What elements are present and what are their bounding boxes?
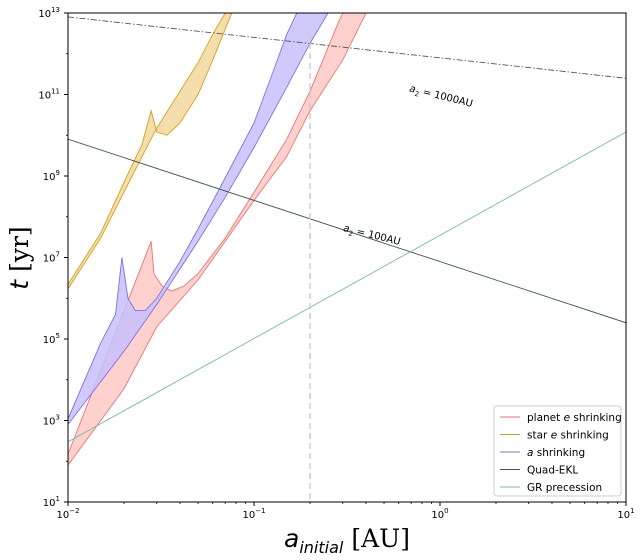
band-0-upper-edge <box>68 13 344 455</box>
x-tick-label-0: 10−2 <box>56 507 79 521</box>
x-tick-label-3-exp: 1 <box>630 507 634 515</box>
x-tick-label-1-base: 10 <box>242 510 255 521</box>
y-tick-label-4: 109 <box>43 169 60 183</box>
line-1 <box>68 131 626 443</box>
bands-layer <box>68 13 367 466</box>
y-axis-label: t [yr] <box>5 226 34 289</box>
y-tick-label-3-base: 10 <box>43 254 56 265</box>
annotation-1-sub: 2 <box>414 90 420 99</box>
band-1-upper-edge <box>68 13 233 285</box>
legend-entry-1-post: shrinking <box>557 430 609 442</box>
y-tick-label-3: 107 <box>43 251 60 265</box>
x-axis-label-italic: a <box>284 524 299 553</box>
x-tick-label-0-base: 10 <box>56 510 69 521</box>
y-tick-label-6: 1013 <box>38 6 60 20</box>
y-axis-label-unit: [yr] <box>5 226 34 272</box>
annotation-0-sub: 2 <box>347 229 353 238</box>
band-2-upper-edge <box>68 13 298 419</box>
x-axis-label-unit: [AU] <box>351 524 410 553</box>
band-0-lower-edge <box>68 13 367 466</box>
y-tick-label-2-exp: 5 <box>56 332 60 340</box>
band-2-lower-edge <box>68 13 329 425</box>
y-tick-label-0-exp: 1 <box>56 495 60 503</box>
x-tick-label-2-exp: 0 <box>444 507 448 515</box>
x-tick-label-3: 101 <box>617 507 634 521</box>
legend-entry-2: a shrinking <box>527 447 585 459</box>
y-tick-label-1-exp: 3 <box>56 414 60 422</box>
legend-entry-1-pre: star <box>527 430 551 442</box>
x-tick-label-3-base: 10 <box>617 510 630 521</box>
legend-entry-0-italic: e <box>564 412 570 424</box>
y-tick-label-1-base: 10 <box>43 417 56 428</box>
line-0 <box>68 138 626 324</box>
legend-entry-3: Quad-EKL <box>527 465 578 477</box>
legend-entry-0: planet e shrinking <box>527 412 622 424</box>
band-2-area <box>68 13 329 425</box>
y-tick-label-1: 103 <box>43 414 60 428</box>
band-1-area <box>68 13 232 289</box>
annotation-1-base: a <box>408 84 417 96</box>
y-tick-label-0-base: 10 <box>43 498 56 509</box>
y-tick-label-4-base: 10 <box>43 172 56 183</box>
legend-box <box>493 405 622 497</box>
y-tick-label-3-exp: 7 <box>56 251 60 259</box>
y-tick-label-6-base: 10 <box>38 9 51 20</box>
y-tick-label-2: 105 <box>43 332 60 346</box>
y-tick-label-4-exp: 9 <box>56 169 60 177</box>
legend-entry-2-italic: a <box>527 447 533 459</box>
legend-entry-0-post: shrinking <box>570 412 622 424</box>
lines-layer <box>68 13 626 502</box>
legend-entry-2-post: shrinking <box>533 447 585 459</box>
annotation-0-base: a <box>342 223 351 235</box>
y-tick-label-0: 101 <box>43 495 60 509</box>
legend-entry-0-pre: planet <box>527 412 564 424</box>
band-0-area <box>68 13 366 466</box>
y-tick-label-5-exp: 11 <box>51 88 60 96</box>
x-tick-label-0-exp: −2 <box>69 507 79 515</box>
line-2 <box>68 16 626 79</box>
y-tick-label-2-base: 10 <box>43 335 56 346</box>
legend-entry-4: GR precession <box>527 482 602 494</box>
legend-entry-1-italic: e <box>551 430 557 442</box>
x-tick-label-1-exp: −1 <box>255 507 265 515</box>
band-1-lower-edge <box>68 13 226 290</box>
y-axis-label-italic: t <box>5 279 34 290</box>
y-tick-label-6-exp: 13 <box>51 6 60 14</box>
x-tick-label-2: 100 <box>431 507 448 521</box>
x-tick-label-2-base: 10 <box>431 510 444 521</box>
x-tick-label-1: 10−1 <box>242 507 265 521</box>
legend-entry-1: star e shrinking <box>527 430 609 442</box>
x-axis-label-sub: initial <box>299 538 344 557</box>
y-tick-label-5: 1011 <box>38 88 60 102</box>
y-tick-label-5-base: 10 <box>38 91 51 102</box>
x-axis-label: ainitial [AU] <box>284 524 410 557</box>
